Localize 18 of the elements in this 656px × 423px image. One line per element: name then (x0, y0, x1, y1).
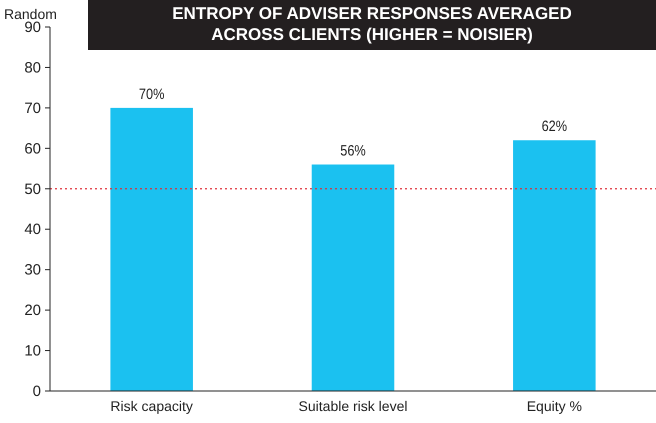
y-tick-label: 90 (24, 19, 41, 36)
y-tick-label: 0 (32, 383, 41, 400)
y-tick-label: 50 (24, 180, 41, 198)
y-tick-label: 60 (24, 140, 41, 158)
y-tick-label: 30 (24, 262, 41, 279)
x-tick-label: Risk capacity (110, 398, 193, 414)
y-tick-label: 80 (24, 59, 41, 76)
data-label: 56% (340, 142, 366, 159)
data-label: 70% (138, 84, 164, 102)
x-tick-label: Suitable risk level (298, 398, 408, 414)
x-tick-label: Equity % (526, 398, 582, 414)
data-label: 62% (542, 117, 568, 134)
y-axis-title: Random (4, 6, 57, 22)
y-tick-label: 40 (24, 221, 41, 238)
chart-title: ENTROPY OF ADVISER RESPONSES AVERAGED ACROSS CLIENTS (HIGHER = NOISIER) (172, 4, 572, 44)
y-tick-label: 10 (24, 342, 41, 360)
y-tick-label: 20 (24, 302, 41, 320)
y-tick-label: 70 (24, 100, 41, 117)
